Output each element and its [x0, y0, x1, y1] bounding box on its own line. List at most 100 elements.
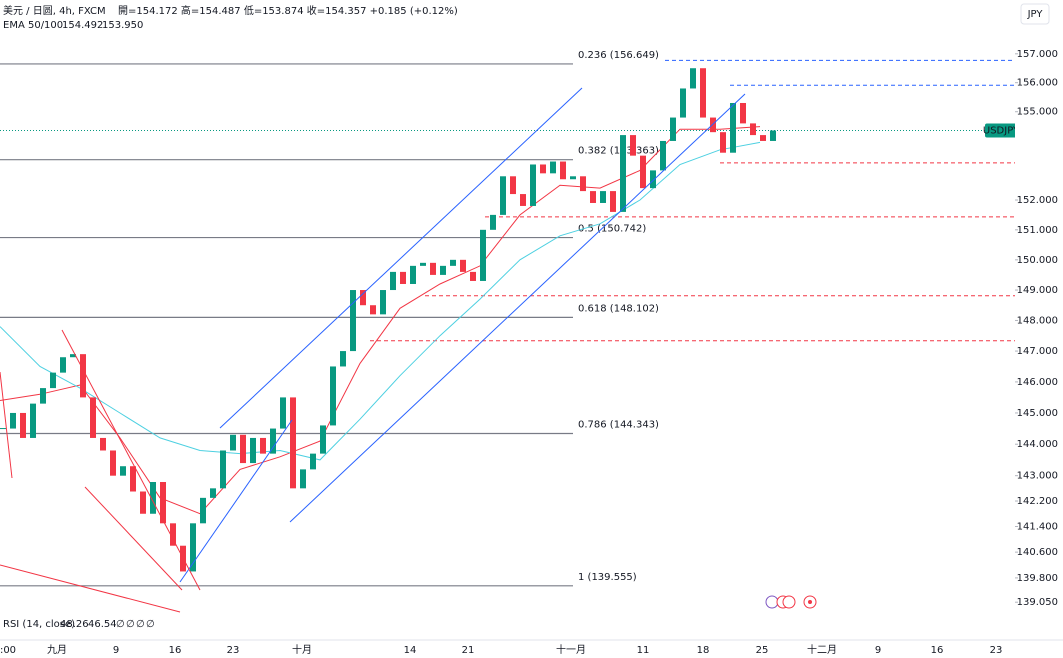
x-tick-label: 25	[756, 645, 769, 656]
y-tick-label: 142.200	[1017, 496, 1058, 507]
price-axis	[1015, 0, 1063, 640]
x-tick-label: 九月	[47, 644, 67, 656]
rsi-empty: ∅	[126, 619, 135, 630]
candle	[340, 351, 346, 367]
y-tick-label: 145.000	[1017, 408, 1058, 419]
candle	[530, 164, 536, 206]
candle	[630, 135, 636, 156]
candle	[330, 366, 336, 426]
candle	[550, 161, 556, 174]
x-tick-label: 14	[404, 645, 417, 656]
x-tick-label: 9	[875, 645, 881, 656]
candle	[280, 397, 286, 429]
candle	[620, 135, 626, 212]
rsi-empty: ∅	[146, 619, 155, 630]
ema-line	[0, 141, 761, 461]
candle	[740, 102, 746, 124]
candle	[390, 271, 396, 291]
x-tick-label: 9	[113, 645, 119, 656]
candle	[260, 437, 266, 454]
candle	[610, 191, 616, 212]
x-tick-label: 11	[637, 645, 650, 656]
candle	[430, 262, 436, 275]
plot: 0.236 (156.649) 0.382 (153.363) 0.5 (150.7…	[0, 50, 1015, 587]
fib-label: 0.5 (150.742)	[578, 224, 646, 235]
rsi-title: RSI (14, close)	[3, 619, 75, 630]
candle	[190, 523, 196, 572]
candle	[370, 305, 376, 315]
y-tick-label: 139.050	[1017, 597, 1058, 608]
candle	[90, 397, 96, 438]
candle	[80, 354, 86, 398]
candle	[150, 482, 156, 514]
candle	[760, 135, 766, 141]
y-tick-label: 149.000	[1017, 285, 1058, 296]
y-tick-label: 140.600	[1017, 547, 1058, 558]
x-tick-label: :00	[0, 645, 16, 656]
candle	[300, 469, 306, 489]
candle	[310, 453, 316, 470]
trend-line	[0, 371, 13, 479]
y-tick-label: 146.000	[1017, 377, 1058, 388]
y-tick-label: 152.000	[1017, 195, 1058, 206]
event-icon[interactable]	[782, 595, 796, 609]
candle	[710, 117, 716, 133]
candle	[700, 68, 706, 118]
indicator-value: 153.950	[102, 20, 143, 31]
fib-label: 1 (139.555)	[578, 572, 637, 583]
candle	[290, 397, 296, 489]
indicator-value: 154.492	[62, 20, 103, 31]
currency[interactable]: JPY	[1027, 9, 1044, 20]
y-tick-label: 155.000	[1017, 107, 1058, 118]
candle	[540, 164, 546, 174]
candle	[750, 123, 756, 136]
x-tick-label: 十月	[292, 643, 312, 656]
candle	[250, 437, 256, 464]
candle	[240, 434, 246, 464]
y-tick-label: 144.000	[1017, 439, 1058, 450]
symbol-tag-bg	[985, 123, 1017, 138]
candle	[440, 265, 446, 275]
candle	[40, 388, 46, 404]
y-tick-label: 156.000	[1017, 78, 1058, 89]
candle	[480, 229, 486, 281]
candle	[650, 170, 656, 189]
currency-button[interactable]	[1020, 3, 1050, 25]
candle	[730, 102, 736, 153]
y-tick-label: 143.000	[1017, 471, 1058, 482]
candle	[100, 437, 106, 451]
candle	[400, 271, 406, 284]
y-tick-label: 139.800	[1017, 573, 1058, 584]
x-tick-label: 十一月	[556, 643, 586, 656]
x-tick-label: 16	[169, 645, 182, 656]
trend-line	[61, 329, 201, 591]
candle	[270, 428, 276, 454]
candle	[510, 176, 516, 195]
event-icon[interactable]	[765, 595, 779, 609]
y-tick-label: 141.400	[1017, 522, 1058, 533]
candle	[60, 357, 66, 373]
symbol-tag: USDJPY	[983, 125, 1020, 136]
x-tick-label: 十二月	[807, 643, 837, 656]
candle	[500, 176, 506, 215]
rsi-empty: ∅	[136, 619, 145, 630]
candle	[380, 290, 386, 315]
trend-line	[84, 486, 183, 591]
channel-line	[219, 87, 583, 429]
candle	[690, 68, 696, 89]
candle	[160, 482, 166, 524]
candle	[770, 130, 776, 141]
candle	[590, 191, 596, 203]
event-icons	[765, 595, 817, 609]
candle	[720, 132, 726, 153]
candle	[200, 497, 206, 524]
candle	[350, 290, 356, 352]
trend-line	[0, 564, 181, 613]
candle	[210, 488, 216, 498]
candle	[30, 403, 36, 438]
x-tick-label: 23	[990, 645, 1003, 656]
channel-line	[179, 419, 293, 583]
y-tick-label: 150.000	[1017, 255, 1058, 266]
